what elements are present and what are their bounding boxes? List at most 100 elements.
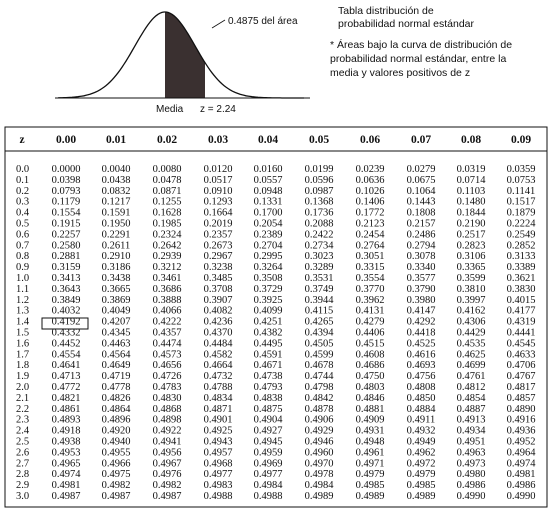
cell: 0.1664	[204, 208, 234, 219]
cell: 0.2704	[254, 240, 284, 251]
cell: 0.4986	[507, 480, 536, 491]
cell: 0.4913	[457, 415, 486, 426]
cell: 0.3708	[204, 284, 233, 295]
cell: 0.4931	[356, 426, 385, 437]
cell: 0.1179	[52, 197, 81, 208]
z-value: 1.9	[16, 371, 29, 382]
cell: 0.4236	[204, 317, 233, 328]
cell: 0.4982	[102, 480, 131, 491]
cell: 0.1217	[102, 197, 131, 208]
cell: 0.4969	[254, 458, 283, 469]
cell: 0.2734	[305, 240, 335, 251]
cell: 0.4989	[407, 491, 436, 502]
curve-label: 0.4875 del área	[228, 16, 298, 27]
cell: 0.3159	[52, 262, 81, 273]
cell: 0.2257	[52, 229, 81, 240]
cell: 0.0040	[102, 164, 131, 175]
cell: 0.4099	[254, 306, 283, 317]
cell: 0.4641	[52, 360, 81, 371]
cell: 0.4875	[254, 404, 283, 415]
cell: 0.4441	[507, 328, 536, 339]
cell: 0.4608	[356, 349, 385, 360]
z-value: 2.7	[16, 458, 29, 469]
cell: 0.2517	[457, 229, 486, 240]
cell: 0.3461	[153, 273, 182, 284]
cell: 0.4649	[102, 360, 131, 371]
cell: 0.3925	[254, 295, 283, 306]
cell: 0.4750	[356, 371, 385, 382]
cell: 0.2764	[356, 240, 386, 251]
cell: 0.3340	[407, 262, 436, 273]
cell: 0.4987	[153, 491, 182, 502]
cell: 0.4963	[457, 447, 486, 458]
cell: 0.1985	[153, 219, 182, 230]
cell: 0.4951	[457, 437, 486, 448]
cell: 0.4778	[102, 382, 131, 393]
note: probabilidad normal estándar, entre la	[330, 53, 506, 65]
cell: 0.4945	[254, 437, 283, 448]
cell: 0.4306	[457, 317, 486, 328]
cell: 0.0987	[305, 186, 334, 197]
cell: 0.4984	[254, 480, 284, 491]
cell: 0.3729	[254, 284, 283, 295]
z-value: 1.4	[16, 317, 30, 328]
cell: 0.4966	[102, 458, 131, 469]
cell: 0.4979	[407, 469, 436, 480]
cell: 0.0910	[204, 186, 233, 197]
cell: 0.4406	[356, 328, 385, 339]
cell: 0.4920	[102, 426, 131, 437]
cell: 0.2486	[407, 229, 436, 240]
cell: 0.4830	[153, 393, 182, 404]
cell: 0.4962	[407, 447, 436, 458]
cell: 0.1736	[305, 208, 334, 219]
cell: 0.4147	[407, 306, 436, 317]
column-header: 0.05	[309, 134, 329, 146]
cell: 0.4990	[457, 491, 486, 502]
cell: 0.4738	[254, 371, 283, 382]
column-header: 0.02	[157, 134, 177, 146]
cell: 0.4981	[52, 480, 81, 491]
cell: 0.4599	[305, 349, 334, 360]
cell: 0.2939	[153, 251, 182, 262]
cell: 0.2123	[356, 219, 385, 230]
cell: 0.3869	[102, 295, 131, 306]
cell: 0.4332	[52, 328, 81, 339]
cell: 0.4452	[52, 338, 81, 349]
cell: 0.4955	[102, 447, 131, 458]
cell: 0.4922	[153, 426, 182, 437]
cell: 0.4693	[407, 360, 436, 371]
cell: 0.4878	[305, 404, 334, 415]
z-value: 1.7	[16, 349, 29, 360]
cell: 0.4616	[407, 349, 436, 360]
cell: 0.4515	[356, 338, 385, 349]
title: Tabla distribución de	[338, 5, 434, 17]
z-value: 3.0	[16, 491, 29, 502]
cell: 0.1480	[457, 197, 486, 208]
cell: 0.4345	[102, 328, 131, 339]
cell: 0.2642	[153, 240, 182, 251]
cell: 0.0753	[507, 175, 536, 186]
cell: 0.3980	[407, 295, 436, 306]
cell: 0.1255	[153, 197, 182, 208]
cell: 0.3438	[102, 273, 131, 284]
cell: 0.0239	[356, 164, 385, 175]
cell: 0.4948	[356, 437, 385, 448]
cell: 0.1406	[356, 197, 385, 208]
cell: 0.1591	[102, 208, 131, 219]
cell: 0.4726	[153, 371, 182, 382]
cell: 0.4279	[356, 317, 385, 328]
cell: 0.4474	[153, 338, 183, 349]
cell: 0.4370	[204, 328, 233, 339]
cell: 0.4983	[204, 480, 233, 491]
cell: 0.4788	[204, 382, 233, 393]
cell: 0.1064	[407, 186, 437, 197]
cell: 0.4251	[254, 317, 283, 328]
column-header: 0.01	[106, 134, 126, 146]
cell: 0.4953	[52, 447, 81, 458]
cell: 0.4977	[254, 469, 283, 480]
cell: 0.0793	[52, 186, 81, 197]
cell: 0.4881	[356, 404, 385, 415]
cell: 0.2611	[102, 240, 131, 251]
